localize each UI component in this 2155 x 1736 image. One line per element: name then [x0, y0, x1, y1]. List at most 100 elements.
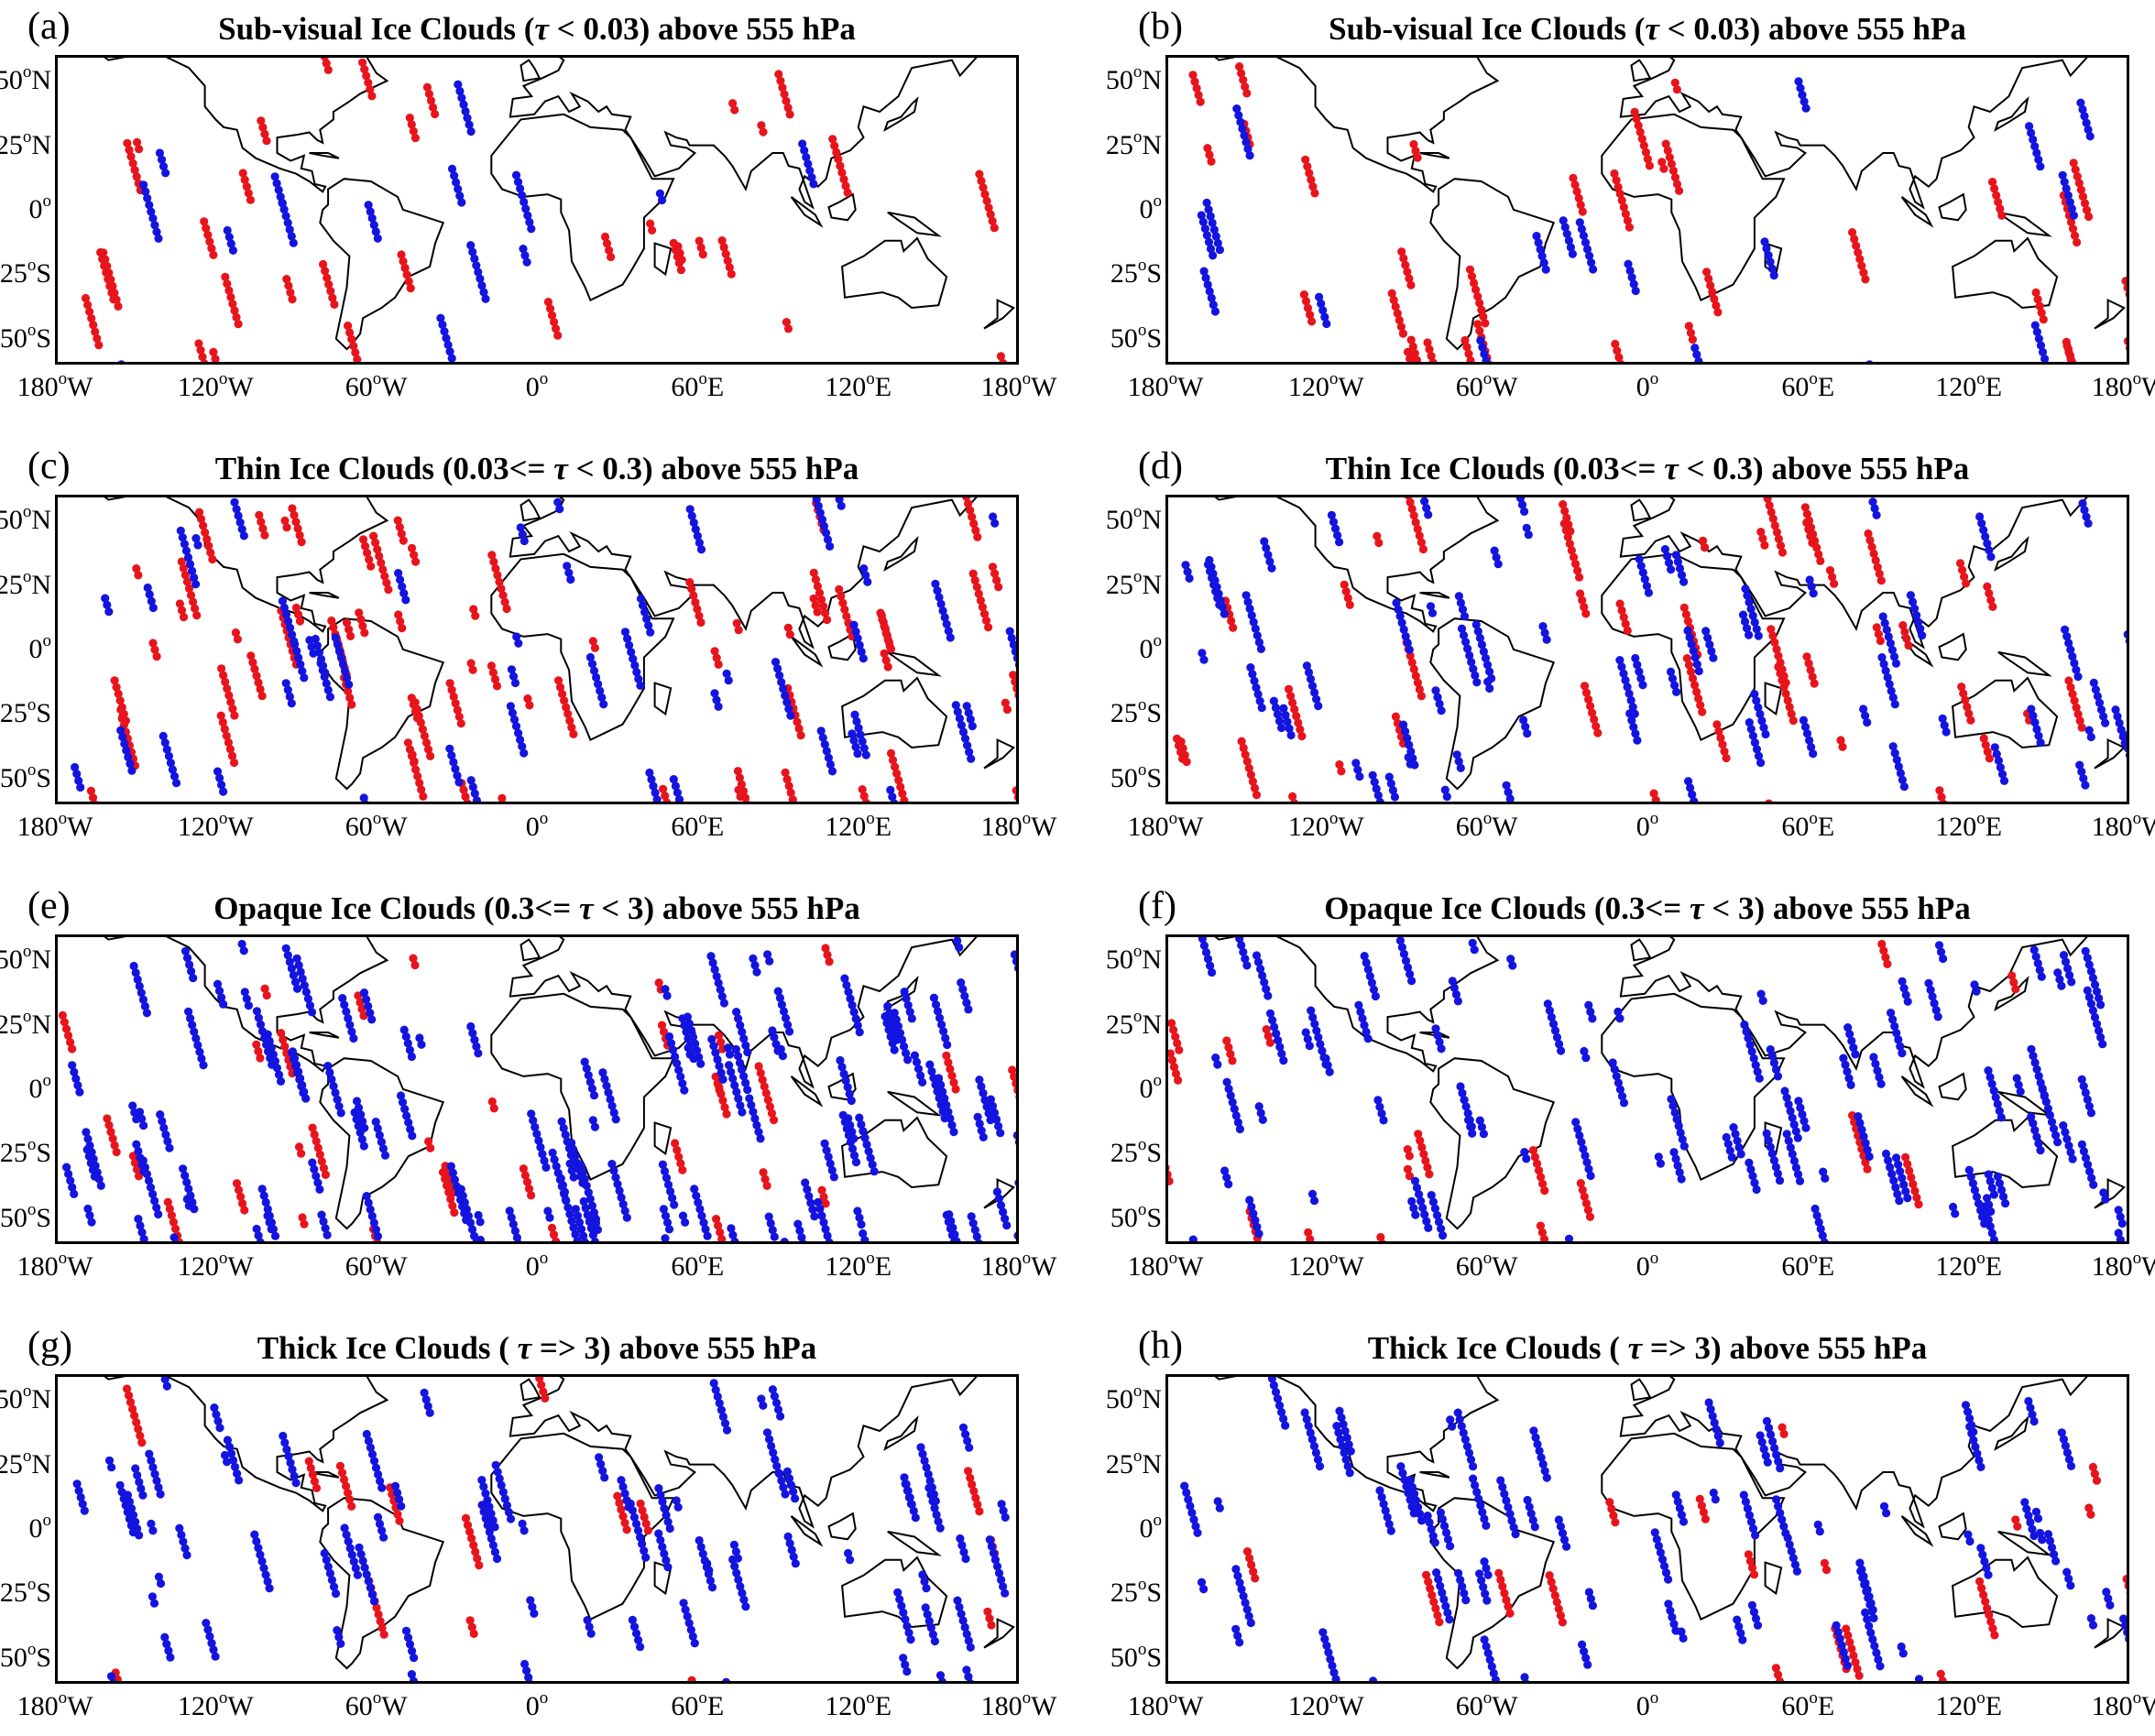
- cloud-point-blue: [1234, 111, 1243, 120]
- cloud-point-red: [2078, 192, 2087, 202]
- cloud-point-blue: [136, 1221, 145, 1230]
- cloud-point-blue: [325, 1068, 334, 1077]
- cloud-point-red: [308, 1123, 317, 1132]
- lat-tick-label: 25oS: [0, 695, 51, 729]
- cloud-point-red: [426, 751, 435, 760]
- cloud-point-red: [1018, 705, 1019, 711]
- cloud-point-blue: [405, 1640, 415, 1649]
- cloud-point-blue: [2104, 1594, 2113, 1603]
- cloud-point-blue: [1417, 1516, 1427, 1525]
- cloud-point-red: [431, 109, 440, 119]
- cloud-point-blue: [1690, 653, 1700, 662]
- cloud-point-red: [523, 694, 532, 704]
- cloud-point-blue: [1733, 1136, 1742, 1145]
- cloud-point-red: [555, 682, 565, 692]
- cloud-point-blue: [2058, 170, 2067, 180]
- cloud-point-red: [1847, 1644, 1856, 1654]
- cloud-point-red: [206, 548, 215, 557]
- cloud-point-blue: [1345, 1469, 1354, 1478]
- cloud-point-red: [1696, 701, 1705, 710]
- cloud-point-blue: [1209, 251, 1218, 260]
- cloud-point-blue: [447, 164, 457, 173]
- cloud-point-blue: [1666, 667, 1676, 676]
- cloud-point-red: [103, 1114, 112, 1123]
- cloud-point-blue: [1926, 986, 1935, 995]
- cloud-point-red: [2070, 696, 2079, 705]
- cloud-point-red: [298, 1213, 307, 1222]
- cloud-point-red: [2088, 1462, 2097, 1472]
- cloud-point-blue: [147, 1456, 156, 1465]
- cloud-point-red: [202, 534, 212, 544]
- cloud-point-blue: [466, 1021, 476, 1032]
- cloud-point-red: [133, 137, 142, 147]
- cloud-point-red: [1405, 1152, 1414, 1161]
- cloud-point-blue: [1792, 1567, 1801, 1576]
- cloud-point-red: [1405, 1172, 1414, 1181]
- cloud-point-red: [312, 1483, 322, 1492]
- map-plot: [55, 55, 1019, 365]
- cloud-point-blue: [66, 1176, 75, 1185]
- coastline: [653, 1121, 673, 1156]
- cloud-point-blue: [449, 758, 458, 767]
- cloud-point-blue: [1437, 1044, 1446, 1054]
- cloud-point-red: [1397, 247, 1406, 257]
- cloud-point-blue: [629, 1512, 640, 1522]
- cloud-point-blue: [371, 1225, 380, 1234]
- cloud-point-blue: [1307, 1435, 1317, 1444]
- cloud-point-blue: [1667, 565, 1676, 574]
- cloud-point-blue: [1459, 1428, 1468, 1437]
- cloud-point-red: [1241, 750, 1250, 759]
- cloud-point-blue: [1912, 611, 1921, 620]
- cloud-point-red: [695, 611, 704, 620]
- cloud-point-blue: [765, 1435, 774, 1444]
- cloud-point-blue: [1884, 632, 1893, 641]
- cloud-point-red: [1634, 121, 1643, 130]
- cloud-point-red: [1986, 595, 1996, 605]
- cloud-point-blue: [157, 155, 167, 164]
- cloud-point-blue: [1317, 299, 1326, 309]
- cloud-point-blue: [1441, 1601, 1450, 1610]
- cloud-point-red: [415, 779, 424, 788]
- cloud-point-red: [254, 1047, 263, 1056]
- cloud-point-red: [782, 318, 792, 327]
- cloud-point-blue: [583, 1616, 592, 1625]
- cloud-point-red: [881, 656, 891, 665]
- cloud-point-blue: [493, 1468, 502, 1477]
- cloud-point-red: [180, 571, 190, 580]
- cloud-point-blue: [300, 1087, 309, 1097]
- cloud-point-blue: [1977, 519, 1986, 528]
- cloud-point-red: [345, 1495, 355, 1504]
- cloud-point-blue: [341, 667, 350, 676]
- cloud-point-blue: [926, 1490, 935, 1500]
- cloud-point-blue: [1326, 1654, 1335, 1664]
- cloud-point-blue: [1769, 1156, 1778, 1165]
- cloud-point-red: [978, 603, 987, 612]
- cloud-point-red: [1688, 673, 1698, 683]
- cloud-point-blue: [2083, 986, 2092, 995]
- cloud-point-blue: [404, 1118, 413, 1127]
- cloud-point-blue: [375, 1130, 384, 1140]
- cloud-point-blue: [96, 1181, 105, 1190]
- coastline: [653, 242, 673, 277]
- cloud-point-red: [295, 530, 304, 540]
- cloud-point-blue: [1798, 91, 1807, 100]
- cloud-point-blue: [964, 1636, 973, 1645]
- cloud-point-blue: [578, 1178, 587, 1187]
- cloud-point-blue: [1999, 776, 2009, 785]
- cloud-point-blue: [2032, 725, 2041, 734]
- cloud-point-red: [759, 127, 768, 136]
- cloud-point-blue: [664, 1225, 674, 1234]
- cloud-point-blue: [1615, 1085, 1624, 1094]
- cloud-point-blue: [693, 531, 703, 540]
- cloud-point-blue: [316, 654, 326, 664]
- cloud-point-red: [553, 331, 563, 340]
- cloud-point-blue: [1783, 1534, 1792, 1543]
- cloud-point-blue: [323, 1230, 332, 1239]
- coastline: [1952, 236, 2059, 310]
- cloud-point-blue: [1860, 1580, 1869, 1589]
- cloud-point-blue: [647, 775, 656, 784]
- cloud-point-blue: [1525, 1502, 1534, 1512]
- cloud-point-blue: [252, 1007, 261, 1016]
- cloud-point-blue: [1892, 1029, 1901, 1038]
- cloud-point-blue: [1425, 1518, 1434, 1527]
